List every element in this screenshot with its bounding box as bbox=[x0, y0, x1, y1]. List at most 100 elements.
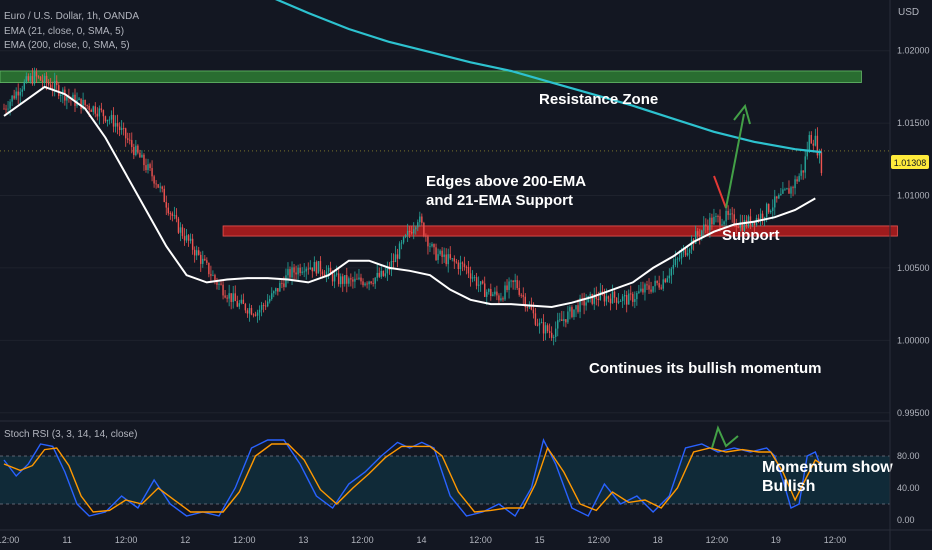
candle-body bbox=[366, 283, 368, 285]
time-tick-label: 14 bbox=[416, 535, 426, 545]
candle-body bbox=[143, 154, 145, 166]
candle-body bbox=[763, 217, 766, 219]
candle-body bbox=[86, 105, 88, 106]
price-tick-label: 1.01500 bbox=[897, 118, 930, 128]
candle-body bbox=[733, 214, 735, 225]
candle-body bbox=[360, 277, 362, 282]
candle-body bbox=[461, 262, 464, 264]
candle-body bbox=[682, 249, 685, 253]
candle-body bbox=[92, 106, 94, 112]
candle-body bbox=[301, 271, 303, 273]
candle-body bbox=[644, 284, 646, 293]
candle-body bbox=[759, 213, 762, 221]
candle-body bbox=[299, 267, 301, 273]
candle-body bbox=[654, 280, 656, 287]
candle-body bbox=[772, 207, 774, 211]
candle-body bbox=[595, 294, 597, 299]
candle-body bbox=[589, 293, 591, 296]
candle-body bbox=[550, 332, 553, 338]
candle-body bbox=[508, 281, 510, 290]
candle-body bbox=[206, 260, 208, 263]
candle-body bbox=[684, 249, 687, 256]
time-tick-label: 12:00 bbox=[351, 535, 374, 545]
candle-body bbox=[250, 308, 253, 315]
time-tick-label: 12 bbox=[180, 535, 190, 545]
candle-body bbox=[129, 139, 131, 141]
candle-body bbox=[406, 230, 409, 236]
candle-body bbox=[747, 216, 750, 226]
candle-body bbox=[392, 261, 395, 263]
candle-body bbox=[630, 293, 632, 295]
currency-label: USD bbox=[898, 7, 919, 18]
candle-body bbox=[563, 319, 565, 321]
candle-body bbox=[792, 187, 794, 189]
candle-body bbox=[400, 242, 403, 244]
candle-body bbox=[437, 254, 439, 260]
candle-body bbox=[331, 273, 334, 282]
candle-body bbox=[546, 325, 549, 332]
candle-body bbox=[569, 307, 571, 312]
candle-body bbox=[293, 267, 295, 273]
candle-body bbox=[252, 314, 255, 316]
candle-body bbox=[149, 164, 151, 169]
candle-body bbox=[451, 258, 453, 260]
candle-body bbox=[798, 175, 800, 182]
candle-body bbox=[694, 231, 697, 244]
candle-body bbox=[262, 304, 265, 306]
candle-body bbox=[532, 309, 535, 314]
candle-body bbox=[216, 280, 218, 285]
candle-body bbox=[153, 176, 155, 184]
candle-body bbox=[619, 301, 622, 302]
stoch-rsi-title: Stoch RSI (3, 3, 14, 14, close) bbox=[4, 429, 137, 440]
candle-body bbox=[636, 293, 638, 300]
candle-body bbox=[185, 235, 188, 241]
candle-body bbox=[613, 291, 616, 298]
candle-body bbox=[757, 217, 760, 221]
candle-body bbox=[465, 266, 468, 268]
candle-body bbox=[271, 293, 273, 300]
candle-body bbox=[806, 150, 808, 157]
candle-body bbox=[191, 238, 194, 250]
candle-body bbox=[19, 91, 21, 96]
candle-body bbox=[536, 324, 539, 326]
candle-body bbox=[98, 108, 101, 117]
candle-body bbox=[719, 216, 721, 226]
candle-body bbox=[688, 249, 691, 253]
candle-body bbox=[640, 288, 642, 292]
candle-body bbox=[17, 91, 19, 96]
stoch-d-line bbox=[3, 443, 822, 513]
candle-body bbox=[51, 88, 54, 90]
candle-body bbox=[794, 179, 796, 189]
candle-body bbox=[181, 227, 184, 237]
candle-body bbox=[317, 261, 320, 274]
candle-body bbox=[238, 303, 241, 307]
candle-body bbox=[53, 80, 56, 89]
candle-body bbox=[200, 254, 202, 264]
candle-body bbox=[94, 106, 96, 114]
candle-body bbox=[583, 297, 585, 306]
candle-body bbox=[380, 270, 382, 277]
candle-body bbox=[35, 71, 38, 77]
candle-body bbox=[315, 262, 318, 274]
candle-body bbox=[425, 235, 427, 237]
candle-body bbox=[664, 279, 666, 283]
edges-label-line2: and 21-EMA Support bbox=[426, 192, 573, 209]
candle-body bbox=[21, 89, 23, 92]
candle-body bbox=[378, 272, 380, 277]
candle-body bbox=[518, 287, 520, 295]
candle-body bbox=[396, 254, 399, 259]
candle-body bbox=[242, 299, 245, 304]
candle-body bbox=[761, 213, 764, 219]
candle-body bbox=[443, 254, 445, 257]
candle-body bbox=[632, 293, 634, 302]
candle-body bbox=[204, 258, 206, 261]
candle-body bbox=[591, 293, 593, 304]
candle-body bbox=[193, 249, 196, 256]
candle-body bbox=[88, 105, 90, 110]
candle-body bbox=[344, 275, 346, 284]
candle-body bbox=[820, 152, 823, 174]
candle-body bbox=[605, 296, 608, 302]
candle-body bbox=[810, 135, 813, 144]
candle-body bbox=[559, 319, 561, 321]
time-tick-label: 19 bbox=[771, 535, 781, 545]
